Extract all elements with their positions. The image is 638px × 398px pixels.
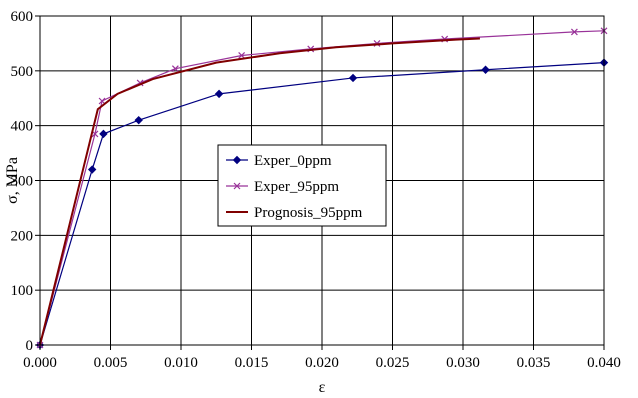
series-line-prognosis-95ppm (39, 37, 480, 346)
x-axis-label: ε (319, 379, 326, 396)
y-tick-label: 0 (26, 338, 34, 354)
legend-entry-exper-0ppm: Exper_0ppm (226, 153, 332, 169)
y-axis-label: σ, MPa (4, 157, 21, 204)
series-line-exper-0ppm (39, 62, 605, 346)
x-tick-label: 0.005 (94, 355, 128, 371)
plot-area-frame (39, 15, 605, 346)
data-point-exper-0ppm (99, 129, 108, 139)
legend-marker-exper-95ppm (233, 182, 241, 190)
x-tick-label: 0.010 (164, 355, 198, 371)
y-tick-label: 200 (11, 228, 34, 244)
data-point-exper-0ppm (214, 89, 224, 99)
legend-marker-exper-0ppm (232, 155, 242, 165)
series-prognosis-95ppm (39, 37, 480, 346)
data-point-exper-0ppm (348, 73, 358, 83)
legend-label-prognosis-95ppm: Prognosis_95ppm (254, 205, 363, 221)
legend-marker-exper-95ppm (233, 182, 241, 190)
tick-labels: 0.000 0.005 0.010 0.015 0.020 0.025 0.030 0.035… (11, 9, 621, 371)
x-tick-label: 0.025 (376, 355, 410, 371)
y-tick-label: 400 (11, 119, 34, 135)
x-tick-label: 0.020 (305, 355, 339, 371)
legend-entry-exper-95ppm: Exper_95ppm (226, 179, 339, 195)
legend-label-exper-95ppm: Exper_95ppm (254, 179, 339, 195)
y-tick-label: 100 (11, 283, 34, 299)
legend-label-exper-0ppm: Exper_0ppm (254, 153, 332, 169)
data-point-exper-95ppm (570, 28, 578, 36)
data-point-exper-0ppm (87, 165, 97, 174)
data-point-exper-0ppm (481, 65, 490, 74)
x-tick-label: 0.015 (235, 355, 269, 371)
x-tick-label: 0.035 (517, 355, 551, 371)
legend: Exper_0ppm Exper_95ppm Prognosis_95ppm (217, 144, 387, 227)
x-tick-label: 0.030 (446, 355, 480, 371)
x-tick-label: 0.040 (587, 355, 621, 371)
x-tick-label: 0.000 (23, 355, 57, 371)
legend-entry-prognosis-95ppm: Prognosis_95ppm (226, 205, 363, 221)
y-tick-label: 300 (11, 174, 34, 190)
y-tick-label: 600 (11, 9, 34, 25)
series-exper-95ppm (36, 27, 608, 349)
data-point-exper-0ppm (134, 115, 143, 125)
data-point-exper-95ppm (171, 65, 179, 73)
series-layer (35, 27, 609, 350)
y-tick-label: 500 (11, 64, 34, 80)
legend-marker-exper-0ppm (232, 155, 242, 165)
data-point-exper-95ppm (238, 52, 246, 59)
data-point-exper-95ppm (98, 97, 106, 105)
